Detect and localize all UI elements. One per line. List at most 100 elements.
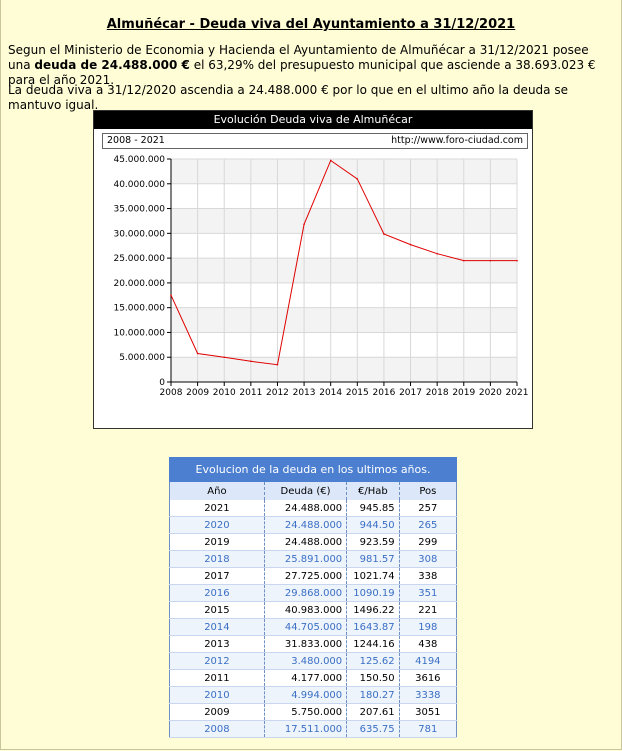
table-cell: 308 — [399, 550, 458, 568]
table-cell: 2009 — [169, 703, 265, 721]
table-cell: 1244.16 — [346, 635, 400, 653]
data-point — [276, 363, 279, 366]
data-point — [170, 294, 172, 297]
table-cell: 438 — [399, 635, 458, 653]
x-tick-label: 2017 — [399, 388, 422, 398]
y-tick-label: 30.000.000 — [113, 229, 165, 239]
table-cell: 338 — [399, 567, 458, 585]
table-row: 2009 5.750.000 207.61 3051 — [169, 703, 458, 721]
data-point — [356, 178, 359, 180]
x-tick-label: 2018 — [426, 388, 449, 398]
table-cell: 221 — [399, 601, 458, 619]
x-tick-label: 2019 — [452, 388, 475, 398]
y-tick-label: 45.000.000 — [113, 155, 165, 165]
debt-table: Evolucion de la deuda en los ultimos año… — [169, 457, 458, 738]
x-tick-label: 2016 — [372, 388, 395, 398]
column-header: Año — [169, 481, 265, 500]
table-cell: 4194 — [399, 652, 458, 670]
table-cell: 24.488.000 — [264, 533, 348, 551]
table-cell: 198 — [399, 618, 458, 636]
y-tick-label: 20.000.000 — [113, 279, 165, 289]
table-row: 2019 24.488.000 923.59 299 — [169, 533, 458, 551]
table-cell: 2013 — [169, 635, 265, 653]
data-point — [489, 259, 492, 262]
table-row: 2008 17.511.000 635.75 781 — [169, 720, 458, 738]
table-cell: 3051 — [399, 703, 458, 721]
x-tick-label: 2020 — [479, 388, 502, 398]
table-cell: 265 — [399, 516, 458, 534]
x-tick-label: 2011 — [239, 388, 262, 398]
grid-band — [171, 183, 517, 209]
table-cell: 2019 — [169, 533, 265, 551]
table-row: 2012 3.480.000 125.62 4194 — [169, 652, 458, 670]
table-cell: 3.480.000 — [264, 652, 348, 670]
table-row: 2016 29.868.000 1090.19 351 — [169, 584, 458, 602]
table-cell: 781 — [399, 720, 458, 738]
table-cell: 299 — [399, 533, 458, 551]
table-cell: 923.59 — [346, 533, 400, 551]
x-tick-label: 2015 — [346, 388, 369, 398]
table-cell: 2012 — [169, 652, 265, 670]
table-cell: 207.61 — [346, 703, 400, 721]
table-cell: 17.511.000 — [264, 720, 348, 738]
y-tick-label: 10.000.000 — [113, 328, 165, 338]
table-cell: 40.983.000 — [264, 601, 348, 619]
column-header: €/Hab — [346, 481, 400, 500]
table-cell: 2018 — [169, 550, 265, 568]
table-row: 2017 27.725.000 1021.74 338 — [169, 567, 458, 585]
table-cell: 29.868.000 — [264, 584, 348, 602]
table-cell: 4.177.000 — [264, 669, 348, 687]
table-row: 2015 40.983.000 1496.22 221 — [169, 601, 458, 619]
table-cell: 981.57 — [346, 550, 400, 568]
grid-band — [171, 282, 517, 308]
table-cell: 25.891.000 — [264, 550, 348, 568]
table-cell: 3338 — [399, 686, 458, 704]
y-tick-label: 40.000.000 — [113, 180, 165, 190]
table-row: 2021 24.488.000 945.85 257 — [169, 500, 458, 517]
x-tick-label: 2021 — [506, 388, 529, 398]
x-tick-label: 2012 — [266, 388, 289, 398]
grid-band — [171, 307, 517, 333]
table-cell: 44.705.000 — [264, 618, 348, 636]
table-row: 2014 44.705.000 1643.87 198 — [169, 618, 458, 636]
table-cell: 180.27 — [346, 686, 400, 704]
x-tick-label: 2009 — [186, 388, 209, 398]
data-point — [462, 259, 465, 262]
table-cell: 351 — [399, 584, 458, 602]
table-cell: 150.50 — [346, 669, 400, 687]
y-tick-label: 0 — [159, 378, 165, 388]
table-row: 2018 25.891.000 981.57 308 — [169, 550, 458, 568]
table-row: 2020 24.488.000 944.50 265 — [169, 516, 458, 534]
debt-series-line — [170, 159, 517, 366]
table-cell: 2017 — [169, 567, 265, 585]
grid-band — [171, 258, 517, 283]
summary-text-c: el 63,29% del presupuesto municipal que … — [8, 58, 596, 87]
summary-paragraph: Segun el Ministerio de Economia y Hacien… — [8, 43, 612, 88]
data-point — [383, 233, 385, 235]
table-cell: 3616 — [399, 669, 458, 687]
table-cell: 2015 — [169, 601, 265, 619]
x-tick-label: 2013 — [293, 388, 316, 398]
data-point — [196, 352, 199, 355]
summary-text-a: Segun el Ministerio de Economia y Hacien… — [8, 43, 589, 72]
column-header: Deuda (€) — [264, 481, 348, 500]
table-cell: 24.488.000 — [264, 516, 348, 534]
grid-band — [171, 233, 517, 259]
table-cell: 2021 — [169, 500, 265, 517]
x-tick-label: 2010 — [213, 388, 236, 398]
table-cell: 1021.74 — [346, 567, 400, 585]
table-cell: 2020 — [169, 516, 265, 534]
grid-band — [171, 332, 517, 358]
debt-chart: Evolución Deuda viva de Almuñécar 2008 -… — [93, 110, 533, 429]
y-tick-label: 15.000.000 — [113, 304, 165, 314]
table-cell: 257 — [399, 500, 458, 517]
y-tick-label: 35.000.000 — [113, 205, 165, 215]
chart-range-label: 2008 - 2021 — [107, 135, 165, 146]
column-header: Pos — [399, 481, 458, 500]
table-cell: 4.994.000 — [264, 686, 348, 704]
table-cell: 2016 — [169, 584, 265, 602]
data-point — [223, 356, 226, 359]
data-point — [250, 360, 252, 363]
chart-plot: 0 5.000.000 10.000.000 15.000.000 20.000.000… — [113, 155, 529, 398]
data-point — [329, 159, 332, 162]
